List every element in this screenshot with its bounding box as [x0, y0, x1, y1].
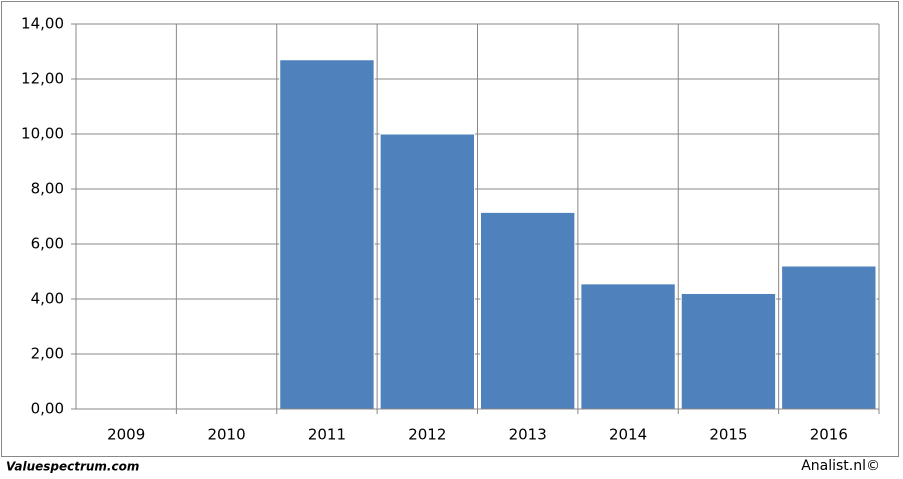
x-tick-label: 2012 — [408, 426, 446, 444]
y-tick-label: 10,00 — [21, 125, 64, 143]
source: Valuespectrum.com — [6, 460, 139, 474]
bar — [379, 133, 475, 410]
bar — [680, 293, 777, 410]
bar — [279, 59, 375, 410]
x-tick-label: 2014 — [609, 426, 647, 444]
bar — [480, 211, 576, 410]
y-tick-label: 6,00 — [31, 235, 64, 253]
bar — [781, 265, 877, 410]
y-tick-label: 4,00 — [31, 290, 64, 308]
y-tick-label: 2,00 — [31, 345, 64, 363]
x-tick-label: 2009 — [107, 426, 145, 444]
x-tick-label: 2013 — [509, 426, 547, 444]
credit: Analist.nl© — [801, 458, 880, 474]
x-tick-label: 2011 — [308, 426, 346, 444]
x-tick-label: 2015 — [709, 426, 747, 444]
y-tick-label: 12,00 — [21, 70, 64, 88]
x-tick-label: 2016 — [810, 426, 848, 444]
y-tick-label: 14,00 — [21, 15, 64, 33]
y-tick-label: 0,00 — [31, 400, 64, 418]
x-tick-label: 2010 — [207, 426, 245, 444]
y-tick-label: 8,00 — [31, 180, 64, 198]
bar — [580, 283, 676, 410]
